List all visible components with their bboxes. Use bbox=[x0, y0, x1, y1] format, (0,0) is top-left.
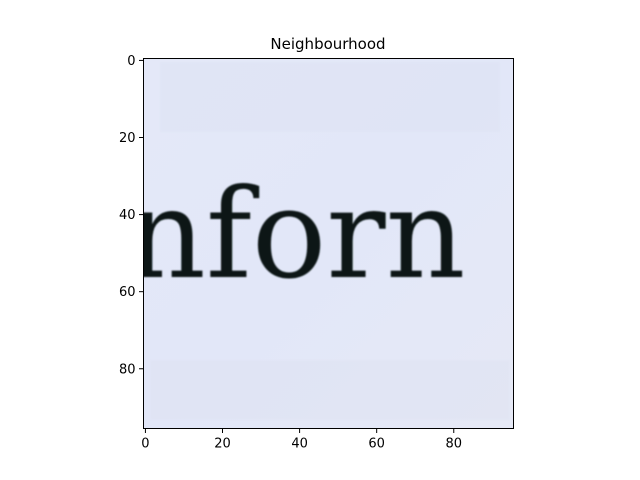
x-tick-label: 20 bbox=[214, 437, 231, 452]
faint-lower-text-smudge bbox=[150, 360, 510, 420]
y-tick-label: 60 bbox=[119, 285, 136, 300]
image-area: nforn bbox=[126, 58, 514, 429]
x-tick-label: 80 bbox=[445, 437, 462, 452]
image-glyph-text: nforn bbox=[126, 163, 466, 307]
faint-upper-text-smudge bbox=[160, 62, 500, 132]
chart-title: Neighbourhood bbox=[270, 35, 385, 53]
y-tick-label: 0 bbox=[127, 54, 135, 69]
y-tick-label: 80 bbox=[119, 362, 136, 377]
x-axis-ticks: 0 20 40 60 80 bbox=[141, 428, 462, 452]
y-axis-ticks: 0 20 40 60 80 bbox=[119, 54, 144, 377]
x-tick-label: 40 bbox=[291, 437, 308, 452]
y-tick-label: 20 bbox=[119, 131, 136, 146]
axes-frame bbox=[143, 58, 514, 429]
x-tick-label: 60 bbox=[368, 437, 385, 452]
y-tick-label: 40 bbox=[119, 208, 136, 223]
x-tick-label: 0 bbox=[141, 437, 149, 452]
